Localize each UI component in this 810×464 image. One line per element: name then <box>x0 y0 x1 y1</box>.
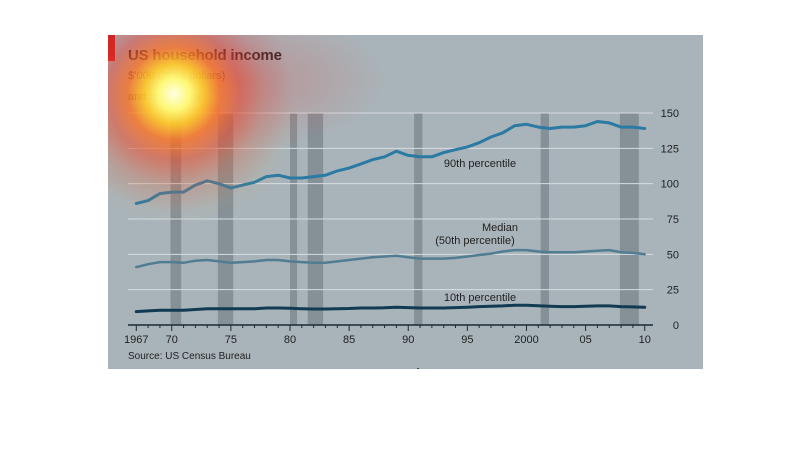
y-tick-label: 100 <box>661 179 679 191</box>
series-label-90th: 90th percentile <box>444 158 516 170</box>
plot-area: 0 25 50 75 100 125 150 1967 70 75 80 85 90 95 2000 05 10… <box>124 108 679 346</box>
series-line-median <box>135 248 646 269</box>
series-line-p90 <box>134 120 647 205</box>
x-tick-label: 70 <box>166 334 178 346</box>
series-line-p10 <box>134 303 647 314</box>
x-tick-label: 95 <box>461 334 473 346</box>
x-tick-label: 05 <box>579 334 591 346</box>
y-tick-label: 150 <box>661 108 679 120</box>
y-tick-label: 125 <box>661 143 679 155</box>
chart-panel: US household income $’000 (2010 dollars)… <box>108 35 703 369</box>
stray-mark <box>417 368 419 369</box>
x-tick-label: 1967 <box>124 334 148 346</box>
x-tick-label: 80 <box>284 334 296 346</box>
source-note: Source: US Census Bureau <box>128 351 251 362</box>
x-tick-label: 2000 <box>514 334 538 346</box>
series-label-median: Median <box>482 222 518 234</box>
y-tick-label: 0 <box>673 320 679 332</box>
series-label-median-sub: (50th percentile) <box>435 235 515 247</box>
y-tick-label: 25 <box>667 285 679 297</box>
x-tick-label: 10 <box>639 334 651 346</box>
series-label-10th: 10th percentile <box>444 292 516 304</box>
x-tick-label: 90 <box>402 334 414 346</box>
x-tick-label: 85 <box>343 334 355 346</box>
y-tick-label: 50 <box>667 249 679 261</box>
x-tick-label: 75 <box>225 334 237 346</box>
y-tick-label: 75 <box>667 214 679 226</box>
